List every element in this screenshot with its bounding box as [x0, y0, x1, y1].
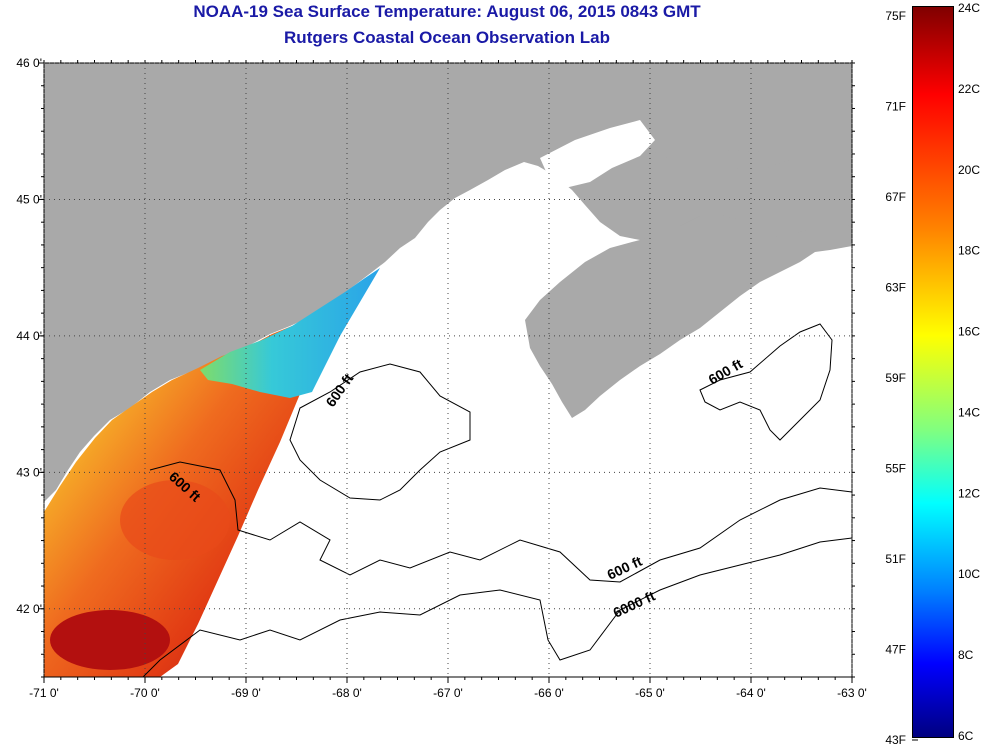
colorbar-c-label: 12C — [958, 486, 980, 500]
contour-600ft-a — [149, 461, 852, 583]
colorbar-c-label: 24C — [958, 1, 980, 15]
lon-label: -66 0' — [534, 686, 564, 700]
colorbar-c-label: 18C — [958, 244, 980, 258]
lon-label: -71 0' — [29, 686, 59, 700]
map-subtitle: Rutgers Coastal Ocean Observation Lab — [284, 28, 610, 47]
latitude-labels: 46 0' 45 0' 44 0' 43 0' 42 0' — [16, 56, 42, 616]
graticule — [38, 60, 855, 683]
contour-6000ft — [142, 537, 852, 677]
colorbar-f-label: 75F — [885, 9, 906, 23]
contour-600ft-b — [289, 363, 471, 501]
lon-label: -70 0' — [130, 686, 160, 700]
lon-label: -69 0' — [231, 686, 261, 700]
lon-label: -63 0' — [837, 686, 867, 700]
colorbar-c-label: 20C — [958, 163, 980, 177]
sst-hotspot — [50, 610, 170, 670]
colorbar-c-label: 6C — [958, 729, 974, 743]
colorbar-f-label: 55F — [885, 462, 906, 476]
lon-label: -64 0' — [736, 686, 766, 700]
longitude-labels: -71 0' -70 0' -69 0' -68 0' -67 0' -66 0' -65 … — [29, 686, 867, 700]
gulf-st-lawrence — [540, 120, 655, 188]
colorbar-f-label: 63F — [885, 281, 906, 295]
lon-label: -67 0' — [433, 686, 463, 700]
colorbar-f-label: 67F — [885, 190, 906, 204]
lat-label: 43 0' — [16, 465, 42, 479]
colorbar-c-label: 14C — [958, 405, 980, 419]
lat-label: 42 0' — [16, 602, 42, 616]
land-pei — [650, 146, 800, 170]
sst-swath-cool — [200, 268, 380, 398]
colorbar-c-label: 22C — [958, 82, 980, 96]
lat-label: 45 0' — [16, 192, 42, 206]
contour-600ft-c — [699, 323, 833, 441]
colorbar-f-label: 43F — [885, 733, 906, 747]
map-title: NOAA-19 Sea Surface Temperature: August … — [193, 2, 701, 21]
lat-label: 46 0' — [16, 56, 42, 70]
lat-label: 44 0' — [16, 329, 42, 343]
temperature-colorbar — [912, 6, 954, 738]
lon-label: -68 0' — [332, 686, 362, 700]
colorbar-c-label: 16C — [958, 325, 980, 339]
land-new-england — [44, 63, 852, 502]
colorbar-f-label: 71F — [885, 100, 906, 114]
colorbar-fahrenheit-labels: 75F 71F 67F 63F 59F 55F 51F 47F 43F — [885, 9, 918, 747]
land-nova-scotia — [525, 214, 852, 418]
lon-label: -65 0' — [635, 686, 665, 700]
colorbar-f-label: 51F — [885, 552, 906, 566]
colorbar-f-label: 47F — [885, 643, 906, 657]
colorbar-c-label: 10C — [958, 567, 980, 581]
colorbar-c-label: 8C — [958, 648, 974, 662]
bay-of-fundy — [500, 218, 600, 276]
sst-warm-core — [120, 480, 230, 560]
colorbar-f-label: 59F — [885, 371, 906, 385]
